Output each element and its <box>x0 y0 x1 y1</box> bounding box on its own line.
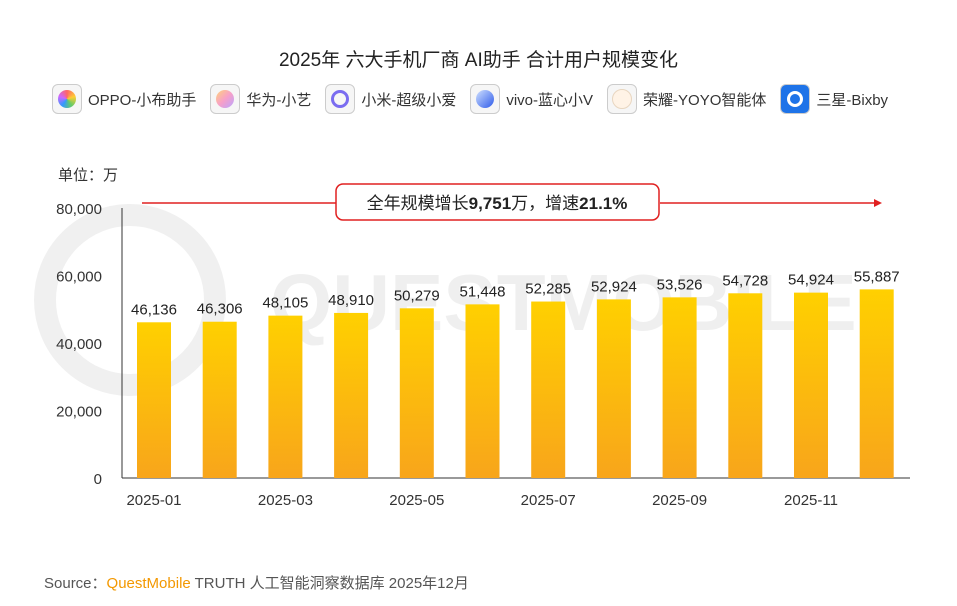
source-rest: TRUTH 人工智能洞察数据库 2025年12月 <box>190 575 469 592</box>
data-label: 52,924 <box>591 278 637 295</box>
x-tick-label: 2025-11 <box>784 492 838 509</box>
xiaomi-xiaoai-icon <box>325 84 356 114</box>
bar <box>399 308 434 478</box>
x-tick-label: 2025-07 <box>521 492 576 509</box>
legend-item-samsung: 三星-Bixby <box>780 84 888 114</box>
data-label: 50,279 <box>394 287 440 304</box>
y-tick-label: 60,000 <box>56 269 102 286</box>
legend-label: vivo-蓝心小V <box>506 91 594 109</box>
x-tick-label: 2025-09 <box>652 492 707 509</box>
bar <box>728 293 763 478</box>
x-tick-label: 2025-03 <box>258 492 313 509</box>
data-label: 46,136 <box>131 301 177 318</box>
annotation-part: 21.1% <box>579 194 627 213</box>
y-tick-label: 80,000 <box>56 201 102 218</box>
legend-label: OPPO-小布助手 <box>88 91 197 109</box>
data-label: 55,887 <box>854 268 900 285</box>
bar <box>202 321 237 478</box>
legend-item-honor: 荣耀-YOYO智能体 <box>607 84 766 114</box>
growth-annotation: 全年规模增长9,751万，增速21.1% <box>367 194 628 213</box>
source-label: Source： <box>44 575 107 592</box>
growth-arrow-head <box>874 199 882 207</box>
bar <box>334 312 369 478</box>
vivo-lanxin-icon <box>470 84 501 114</box>
data-label: 51,448 <box>460 283 506 300</box>
data-label: 46,306 <box>197 301 243 318</box>
legend-item-vivo: vivo-蓝心小V <box>470 84 593 114</box>
legend-label: 小米-超级小爱 <box>361 91 457 109</box>
y-tick-label: 20,000 <box>56 404 102 421</box>
bar <box>465 304 500 478</box>
x-tick-label: 2025-01 <box>126 492 181 509</box>
y-tick-label: 0 <box>94 471 102 488</box>
bar <box>596 299 631 478</box>
unit-label: 单位：万 <box>58 167 119 184</box>
legend-item-oppo: OPPO-小布助手 <box>52 84 196 114</box>
legend-label: 荣耀-YOYO智能体 <box>643 91 767 109</box>
y-tick-label: 40,000 <box>56 336 102 353</box>
data-label: 54,924 <box>788 272 834 289</box>
huawei-xiaoyi-icon <box>210 84 241 114</box>
bar <box>137 322 171 478</box>
annotation-part: 全年规模增长 <box>367 194 469 213</box>
source-note: Source：QuestMobile TRUTH 人工智能洞察数据库 2025年… <box>44 572 469 593</box>
legend: OPPO-小布助手 华为-小艺 小米-超级小爱 vivo-蓝心小V 荣耀-YOY… <box>52 84 888 114</box>
legend-label: 华为-小艺 <box>246 91 312 109</box>
bar <box>268 315 303 478</box>
samsung-bixby-icon <box>780 84 811 114</box>
bar <box>662 297 697 478</box>
source-brand: QuestMobile <box>106 575 191 592</box>
legend-item-huawei: 华为-小艺 <box>210 84 311 114</box>
bar <box>794 292 828 478</box>
chart-title: 2025年 六大手机厂商 AI助手 合计用户规模变化 <box>278 50 679 71</box>
x-tick-label: 2025-05 <box>389 492 444 509</box>
legend-item-xiaomi: 小米-超级小爱 <box>325 84 456 114</box>
data-label: 48,105 <box>262 295 308 312</box>
data-label: 48,910 <box>328 292 374 309</box>
annotation-part: 万，增速 <box>511 194 579 213</box>
honor-yoyo-icon <box>607 84 638 114</box>
legend-label: 三星-Bixby <box>816 91 889 109</box>
bar <box>859 289 894 478</box>
annotation-box <box>335 183 660 221</box>
data-label: 54,728 <box>722 272 768 289</box>
data-label: 52,285 <box>525 281 571 298</box>
oppo-xiaobu-icon <box>52 84 82 114</box>
data-label: 53,526 <box>657 276 703 293</box>
bar <box>531 301 566 478</box>
annotation-part: 9,751 <box>469 194 512 213</box>
